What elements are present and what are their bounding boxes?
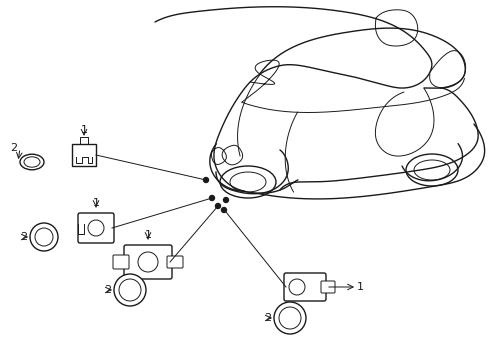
Circle shape (114, 274, 146, 306)
Text: 2: 2 (104, 285, 112, 295)
Circle shape (30, 223, 58, 251)
Text: 1: 1 (80, 125, 88, 135)
Circle shape (221, 207, 226, 212)
Text: 1: 1 (145, 230, 151, 240)
FancyBboxPatch shape (72, 144, 96, 166)
FancyBboxPatch shape (321, 281, 335, 293)
FancyBboxPatch shape (78, 213, 114, 243)
Circle shape (35, 228, 53, 246)
Circle shape (289, 279, 305, 295)
Ellipse shape (24, 157, 40, 167)
Circle shape (279, 307, 301, 329)
Circle shape (216, 203, 220, 208)
FancyBboxPatch shape (284, 273, 326, 301)
Ellipse shape (20, 154, 44, 170)
Text: 1: 1 (357, 282, 364, 292)
FancyBboxPatch shape (167, 256, 183, 268)
Text: 2: 2 (10, 143, 18, 153)
Circle shape (223, 198, 228, 202)
Text: 1: 1 (93, 198, 99, 208)
Text: 2: 2 (21, 232, 27, 242)
Circle shape (274, 302, 306, 334)
Circle shape (210, 195, 215, 201)
FancyBboxPatch shape (113, 255, 129, 269)
Circle shape (138, 252, 158, 272)
Text: 2: 2 (265, 313, 271, 323)
Circle shape (88, 220, 104, 236)
Circle shape (203, 177, 209, 183)
Circle shape (119, 279, 141, 301)
FancyBboxPatch shape (124, 245, 172, 279)
